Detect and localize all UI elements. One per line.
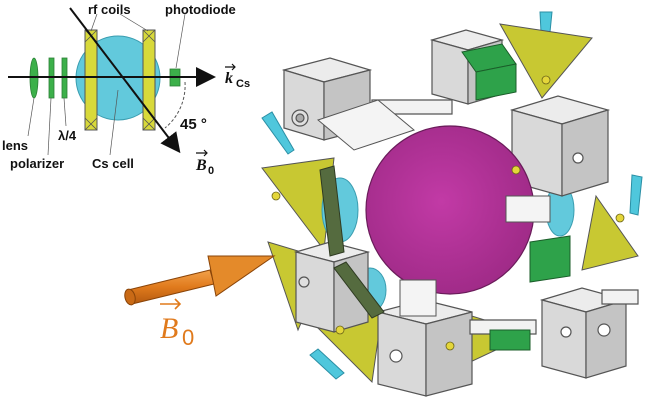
yellow-bracket-right	[581, 194, 639, 271]
label-polarizer: polarizer	[10, 156, 64, 171]
label-lambda4: λ/4	[58, 128, 77, 143]
label-lens: lens	[2, 138, 28, 153]
cube-bottom-right	[539, 287, 629, 379]
olive-clamp-left	[319, 165, 345, 257]
cyan-cone-left	[261, 111, 295, 155]
label-k-symbol: k	[225, 70, 233, 87]
b0-vector-overarrow	[196, 149, 208, 157]
green-mounts	[461, 43, 571, 351]
label-cs-cell: Cs cell	[92, 156, 134, 171]
green-mount-right	[529, 235, 571, 283]
polarizer-leader	[47, 97, 52, 156]
label-b0-field-symbol: B	[160, 312, 178, 345]
k-vector-overarrow	[225, 63, 236, 71]
b0-field-overarrow	[160, 298, 182, 310]
apparatus-3d	[261, 11, 643, 397]
label-b0-sub: 0	[208, 165, 214, 177]
rf-coils-leader-right	[119, 13, 149, 32]
rf-coil-left	[84, 29, 98, 131]
olive-clamp-bottom	[333, 261, 385, 319]
white-bracket-right	[505, 195, 551, 223]
label-b0-field-sub: 0	[182, 325, 194, 350]
photodiode-leader	[175, 13, 186, 69]
screw	[271, 191, 281, 201]
lens-leader	[27, 97, 35, 137]
label-photodiode: photodiode	[165, 2, 236, 17]
cyan-cone-bottom-left	[309, 348, 345, 380]
lambda4-leader	[63, 97, 67, 127]
screw	[615, 213, 625, 223]
green-mount-bottom	[489, 329, 531, 351]
olive-clamps	[319, 165, 385, 319]
cyan-cone-right	[629, 174, 643, 216]
label-b0-field: B 0	[160, 298, 194, 350]
label-rf-coils: rf coils	[88, 2, 131, 17]
label-angle: 45 °	[180, 116, 207, 133]
label-b0-symbol: B	[195, 157, 207, 174]
screw	[541, 75, 551, 85]
rf-coils-leader-left	[90, 13, 98, 32]
white-brackets	[316, 99, 551, 317]
label-b0-schematic: B 0	[195, 149, 214, 177]
screw	[335, 325, 345, 335]
white-bracket-bottom	[399, 279, 437, 317]
screws	[271, 75, 625, 351]
white-bracket-top-left	[316, 99, 416, 151]
cube-top-right	[509, 95, 611, 197]
screw	[445, 341, 455, 351]
b0-field-arrow	[124, 255, 276, 306]
yellow-bracket-top	[499, 23, 593, 99]
label-k-sub: Cs	[236, 78, 250, 90]
b0-vector-arrow	[69, 7, 181, 154]
rod-right	[601, 289, 639, 305]
green-mount-top-front	[475, 63, 517, 101]
angle-arc	[164, 81, 186, 129]
screw	[511, 165, 521, 175]
label-k-cs: k Cs	[225, 63, 250, 90]
rf-coil-right	[142, 29, 156, 131]
schematic-diagram: rf coils photodiode k Cs 45 ° B 0 lens λ…	[2, 2, 250, 177]
cs-cell-leader	[109, 89, 119, 156]
